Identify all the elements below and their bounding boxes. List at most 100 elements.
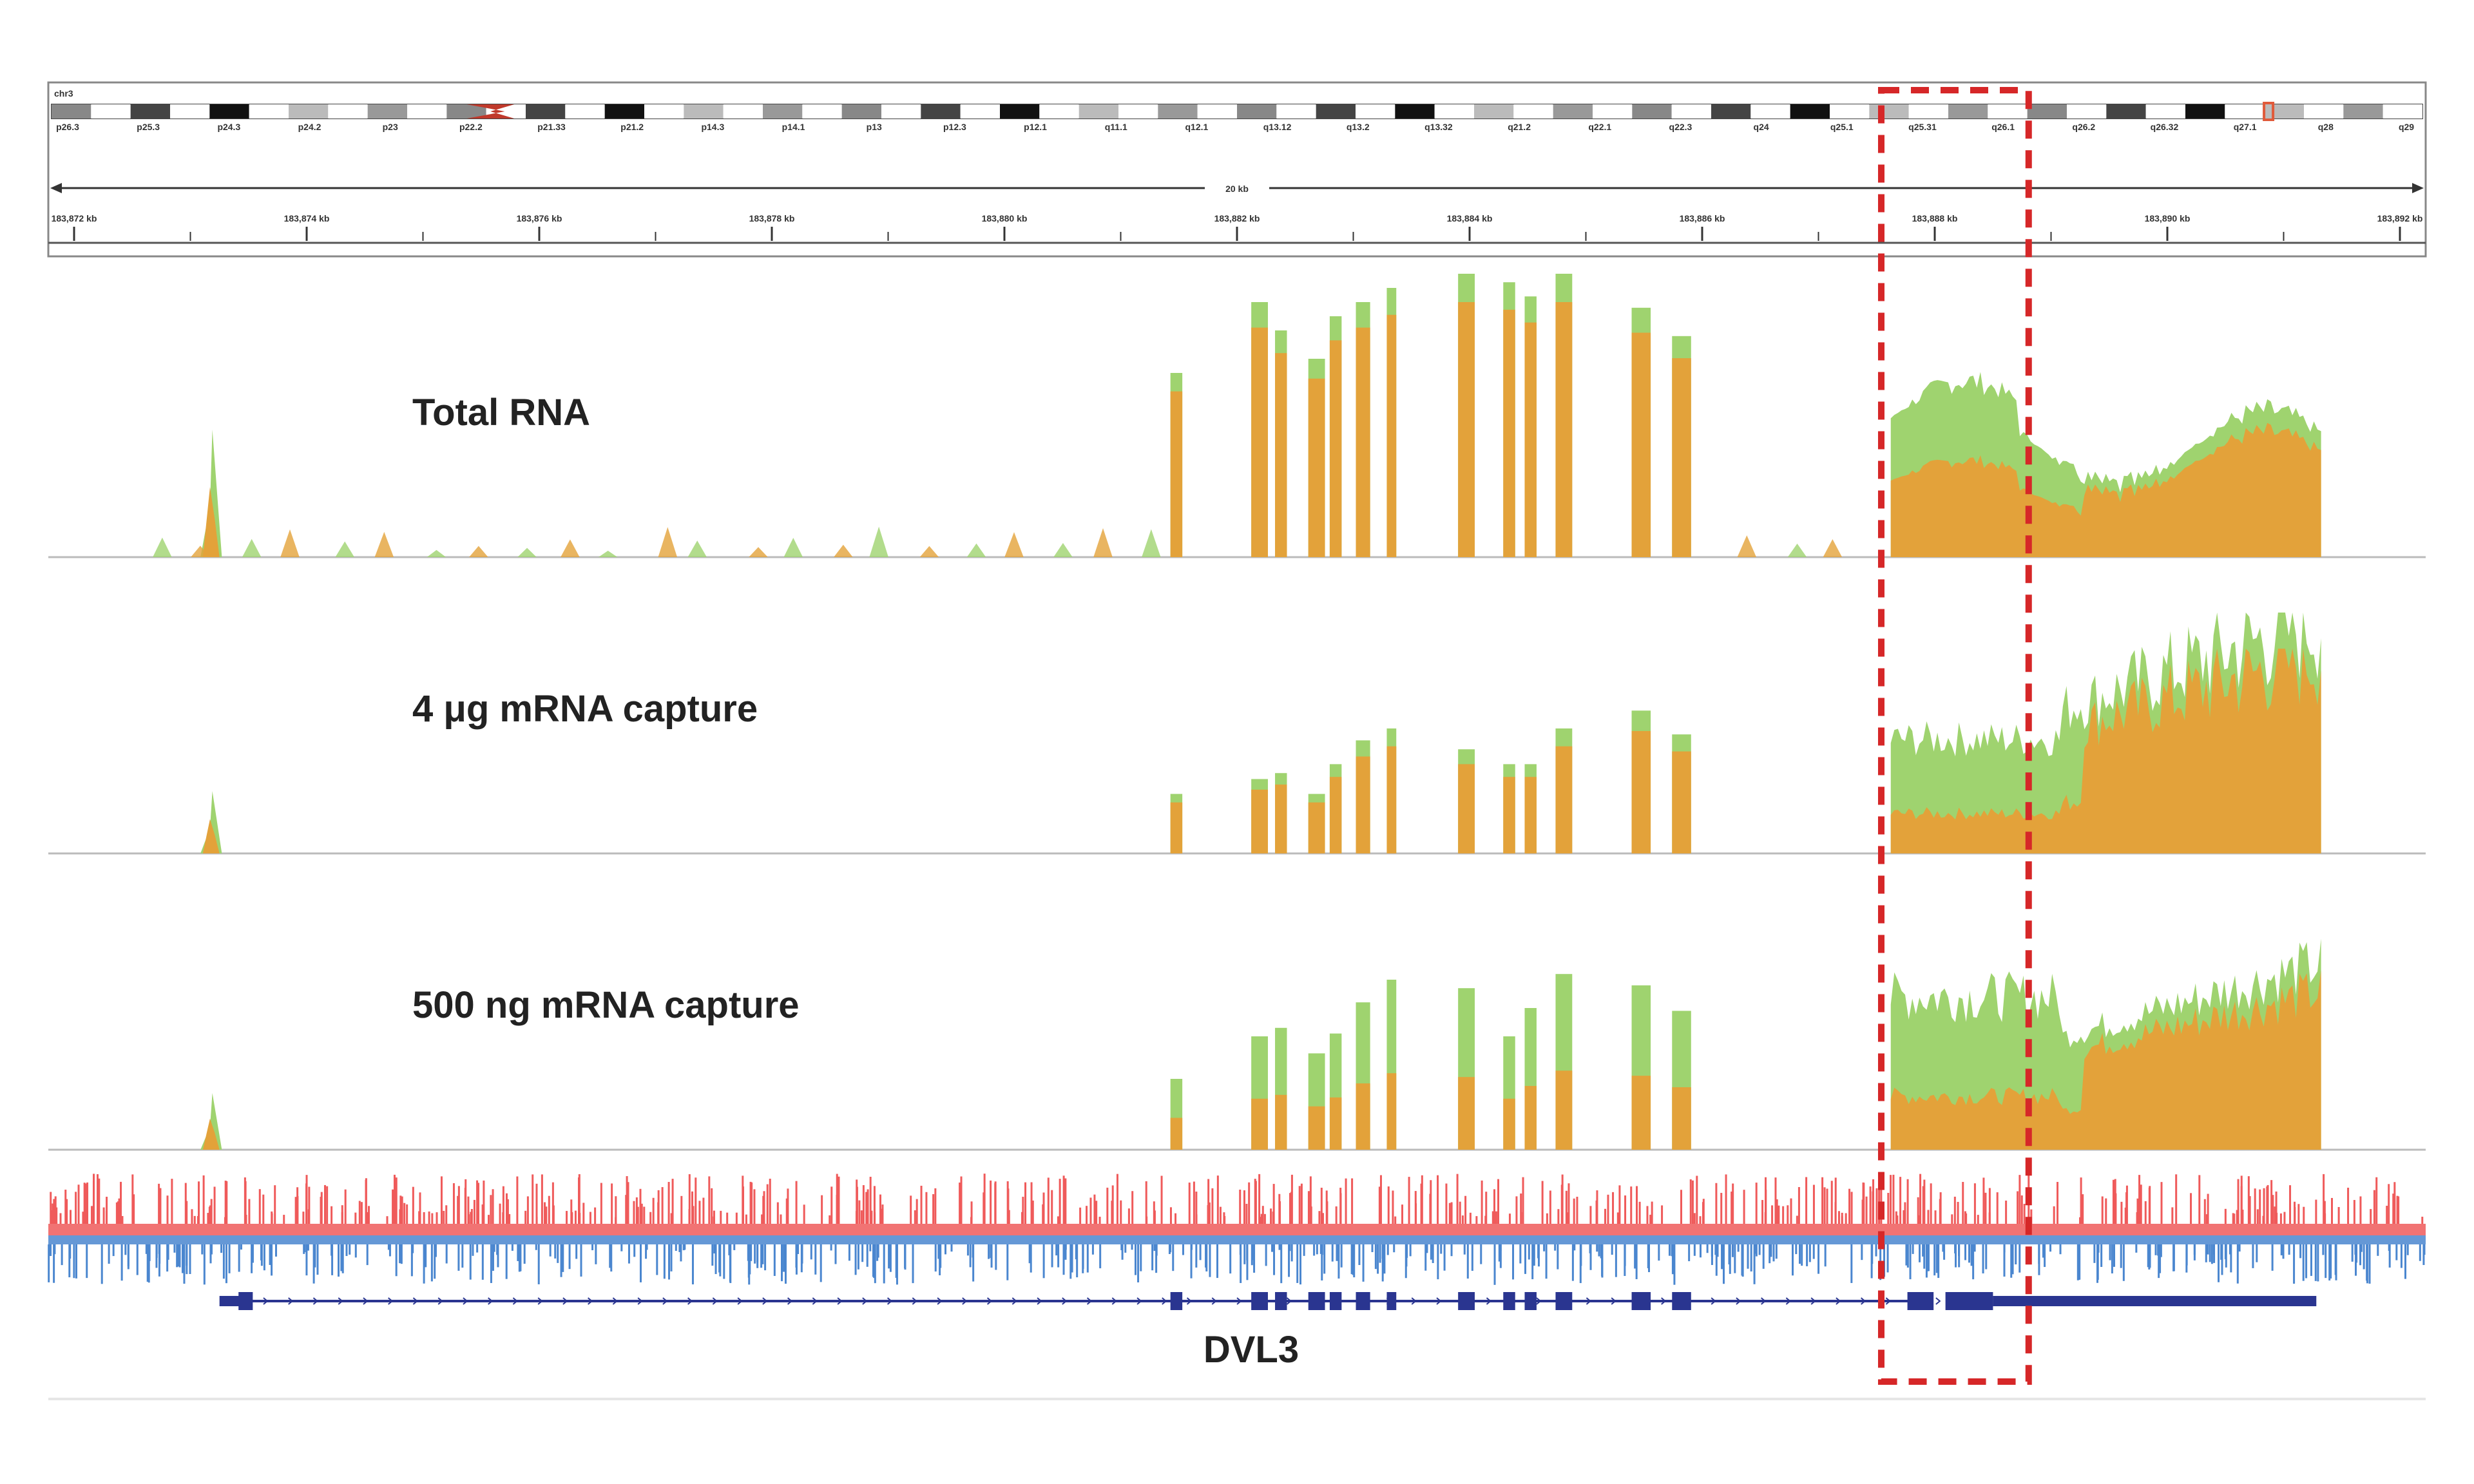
plus-strand-band — [48, 1224, 2426, 1235]
ideogram-band — [1908, 104, 1948, 119]
ideogram-band — [2225, 104, 2265, 119]
ideogram-band — [2343, 104, 2383, 119]
ideogram-band — [1039, 104, 1079, 119]
strand-arrow — [937, 1297, 943, 1305]
ideogram-panel: chr3 p26.3 p25.3 p24.3 p24.2 p23 p22.2 p21.33 p… — [47, 81, 2427, 258]
gene-exon — [1524, 1292, 1537, 1310]
strand-arrow — [562, 1297, 568, 1305]
strand-arrow — [1012, 1297, 1017, 1305]
exon-peak-orange — [1555, 302, 1573, 557]
gene-exon — [1907, 1292, 1934, 1310]
exon-peak-orange — [1524, 322, 1537, 557]
strand-arrow — [1661, 1297, 1667, 1305]
band-label: p26.3 — [56, 122, 79, 132]
strand-arrow — [437, 1297, 443, 1305]
gene-exon — [1329, 1292, 1342, 1310]
exon-peak-orange — [1555, 746, 1573, 853]
strand-arrow — [363, 1297, 369, 1305]
exon-peak-orange — [1275, 353, 1287, 557]
track-label: 500 ng mRNA capture — [412, 984, 800, 1026]
gene-exon — [238, 1292, 253, 1310]
intron-noise — [658, 527, 678, 557]
exon-peak-orange — [1251, 1098, 1268, 1150]
exon-peak-orange — [1672, 358, 1691, 557]
band-label: p14.1 — [782, 122, 805, 132]
ideogram-band — [1276, 104, 1316, 119]
exon-peak-orange — [1308, 1106, 1325, 1150]
band-labels: p26.3 p25.3 p24.3 p24.2 p23 p22.2 p21.33 p21.2 p… — [56, 122, 2414, 132]
exon-peak-orange — [1275, 1094, 1287, 1150]
band-label: q12.1 — [1185, 122, 1209, 132]
ideogram-band — [1197, 104, 1237, 119]
strand-arrow — [737, 1297, 743, 1305]
strand-arrow — [1611, 1297, 1616, 1305]
coverage-peak-green — [200, 1093, 222, 1150]
intron-noise — [335, 541, 354, 557]
ideogram-band — [170, 104, 210, 119]
exon-peak-orange — [1329, 777, 1342, 853]
band-label: p24.3 — [217, 122, 240, 132]
ideogram-band — [1593, 104, 1633, 119]
ruler-tick-label: 183,880 kb — [982, 213, 1028, 224]
coverage-track: 4 μg mRNA capture — [48, 613, 2426, 855]
gene-exon — [1631, 1292, 1651, 1310]
ideogram-band — [1356, 104, 1395, 119]
strand-arrow — [637, 1297, 643, 1305]
exon-peak-orange — [1503, 309, 1515, 557]
exon-peak-orange — [1631, 730, 1651, 853]
band-label: q24 — [1754, 122, 1769, 132]
utr-coverage-orange — [1890, 970, 2321, 1150]
strand-arrow — [1536, 1297, 1542, 1305]
gene-model — [219, 1292, 2317, 1310]
exon-peak-orange — [1631, 1076, 1651, 1150]
strand-arrow — [1236, 1297, 1242, 1305]
strand-arrow — [1211, 1297, 1217, 1305]
strand-arrow — [1711, 1297, 1716, 1305]
ruler-tick-label: 183,876 kb — [517, 213, 562, 224]
ideogram-band — [249, 104, 289, 119]
strand-arrow — [612, 1297, 618, 1305]
coverage-peak-orange — [202, 487, 220, 557]
ideogram-position-marker — [2263, 102, 2275, 121]
ideogram-band — [604, 104, 644, 119]
intron-noise — [598, 550, 618, 557]
coverage-track: Total RNA — [48, 274, 2426, 558]
ideogram-band — [1237, 104, 1277, 119]
exon-peak-orange — [1631, 332, 1651, 557]
ideogram-band — [1000, 104, 1040, 119]
exon-peak-orange — [1275, 785, 1287, 853]
intron-noise — [374, 531, 394, 557]
intron-noise — [1823, 539, 1843, 557]
intron-noise — [783, 537, 803, 557]
strand-arrow — [762, 1297, 768, 1305]
strand-arrow — [837, 1297, 843, 1305]
band-label: q13.2 — [1347, 122, 1370, 132]
exon-peak-orange — [1329, 1097, 1342, 1150]
ideogram-band — [2383, 104, 2422, 119]
ideogram-band — [1079, 104, 1118, 119]
intron-noise — [749, 547, 768, 557]
intron-noise — [469, 546, 488, 557]
strand-arrow — [312, 1297, 318, 1305]
ruler-tick-label: 183,884 kb — [1447, 213, 1493, 224]
strand-arrow — [488, 1297, 494, 1305]
ideogram-band — [367, 104, 407, 119]
gene-exon — [1458, 1292, 1475, 1310]
strand-arrow — [1411, 1297, 1417, 1305]
exon-peak-orange — [1356, 327, 1370, 557]
strand-arrow — [1761, 1297, 1767, 1305]
strand-arrow — [1586, 1297, 1591, 1305]
band-label: p14.3 — [701, 122, 724, 132]
ideogram-band — [1711, 104, 1751, 119]
strand-arrow — [463, 1297, 468, 1305]
ruler-tick-label: 183,888 kb — [1912, 213, 1958, 224]
strand-arrow — [1935, 1297, 1941, 1305]
ideogram-band — [1632, 104, 1672, 119]
coverage-tracks: Total RNA 4 μg mRNA capture 500 ng mRNA ca… — [48, 274, 2426, 1151]
strand-arrow — [1037, 1297, 1042, 1305]
coverage-peak-green — [200, 791, 222, 853]
exon-peak-orange — [1458, 302, 1475, 557]
ideogram-band — [565, 104, 605, 119]
chromosome-label: chr3 — [54, 88, 73, 99]
strand-arrow — [1810, 1297, 1816, 1305]
